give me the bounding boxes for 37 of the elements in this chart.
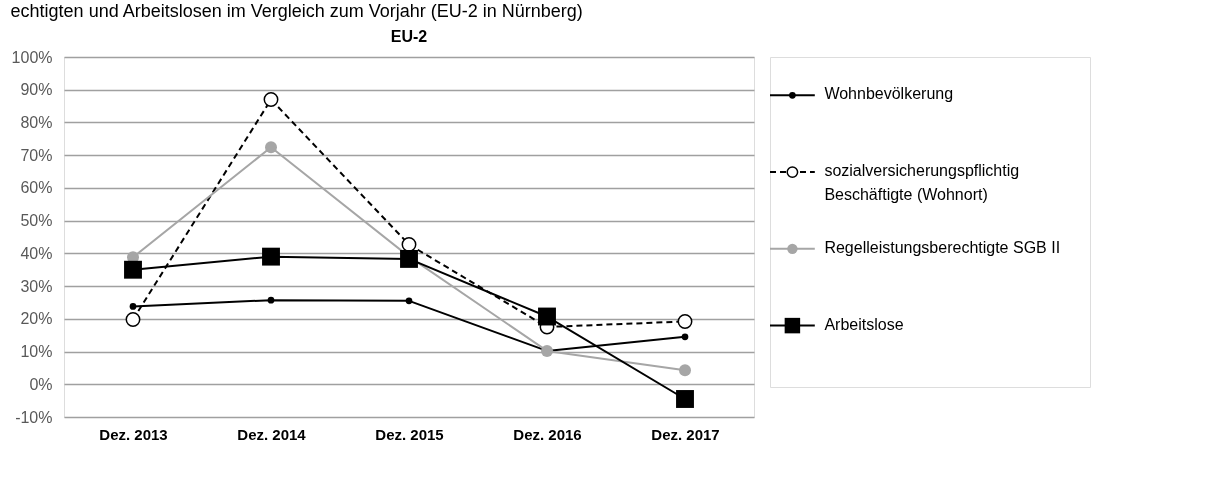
point [265,141,277,154]
point [679,364,691,377]
y-tick-label: 100% [11,48,53,66]
x-tick-label: Dez. 2014 [237,425,307,443]
x-tick-label: Dez. 2017 [651,425,720,443]
point [267,296,275,304]
y-tick-label: 30% [20,277,53,295]
point [677,313,693,329]
x-tick-label: Dez. 2016 [513,425,582,443]
legend-label: Regelleistungsberechtigte SGB II [824,238,1061,256]
y-tick-label: 10% [20,343,53,361]
point [405,297,413,305]
legend-label: Arbeitslose [824,315,904,333]
chart-title: EU-2 [390,28,428,45]
point [676,390,694,408]
point [681,333,689,341]
point [400,249,418,268]
point [129,303,137,310]
point [262,247,280,266]
point [263,92,279,107]
y-tick-label: 90% [20,81,53,99]
y-tick-label: 50% [20,212,53,230]
point [124,260,142,279]
legend-label: Wohnbevölkerung [824,85,954,103]
x-tick-label: Dez. 2015 [375,425,444,443]
y-tick-label: 60% [20,179,53,197]
x-tick-label: Dez. 2013 [99,425,168,443]
y-tick-label: 70% [20,146,53,164]
point [125,312,141,327]
y-tick-label: 0% [29,375,53,393]
y-tick-label: 20% [20,310,53,328]
y-tick-label: 40% [20,244,53,262]
point [538,307,556,326]
text: echtigten und Arbeitslosen im Vergleich zum Vorjahr (EU-2 in Nürnberg) [10,0,583,21]
legend-label: sozialversicherungspflichtig Beschäftigte (Wohnort) [824,162,1020,204]
y-tick-label: 80% [20,113,53,131]
y-tick-label: -10% [15,408,53,426]
